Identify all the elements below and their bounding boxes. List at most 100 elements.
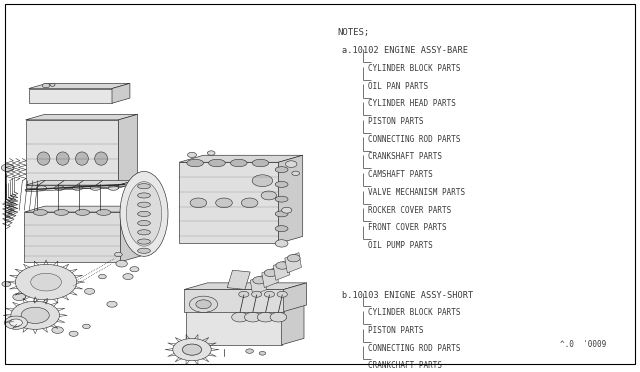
Polygon shape [186,303,304,310]
Ellipse shape [275,182,288,187]
Text: a.10102 ENGINE ASSY-BARE: a.10102 ENGINE ASSY-BARE [342,46,468,55]
Ellipse shape [72,186,83,190]
Ellipse shape [138,184,150,189]
Circle shape [50,83,55,86]
Circle shape [69,331,78,336]
Circle shape [182,344,202,355]
Circle shape [189,296,218,312]
Circle shape [287,254,300,262]
Polygon shape [120,206,141,262]
Circle shape [34,209,40,213]
Ellipse shape [54,209,68,215]
Circle shape [52,327,63,333]
Circle shape [193,308,198,311]
Ellipse shape [252,159,269,167]
Ellipse shape [275,167,288,173]
Circle shape [182,344,202,355]
Polygon shape [262,267,278,288]
Ellipse shape [120,171,168,256]
Circle shape [97,209,104,213]
Circle shape [253,308,259,311]
Ellipse shape [76,152,88,165]
Circle shape [217,308,222,311]
Circle shape [270,312,287,322]
Circle shape [42,83,50,88]
Circle shape [252,175,273,187]
Ellipse shape [37,152,50,165]
Ellipse shape [209,159,225,167]
Circle shape [264,291,275,297]
Text: CONNECTING ROD PARTS: CONNECTING ROD PARTS [368,135,461,144]
Bar [227,270,250,289]
Circle shape [10,319,22,326]
Ellipse shape [138,202,150,207]
Polygon shape [24,212,120,262]
Polygon shape [184,283,307,289]
Circle shape [76,209,83,213]
Circle shape [261,191,276,200]
Ellipse shape [138,248,150,253]
Ellipse shape [230,159,247,167]
Polygon shape [273,260,290,280]
Circle shape [107,301,117,307]
Polygon shape [285,253,301,273]
Circle shape [259,352,266,355]
Polygon shape [186,310,282,345]
Circle shape [173,339,211,361]
Polygon shape [26,185,118,188]
Text: ^.0  '0009: ^.0 '0009 [560,340,606,349]
Polygon shape [26,114,138,120]
Circle shape [23,308,47,322]
Polygon shape [282,303,304,345]
Ellipse shape [138,211,150,217]
Polygon shape [118,180,134,188]
Text: OIL PUMP PARTS: OIL PUMP PARTS [368,241,433,250]
Circle shape [190,198,207,208]
Circle shape [207,151,215,155]
Circle shape [216,198,232,208]
Ellipse shape [95,152,108,165]
Circle shape [84,288,95,294]
Text: OIL PAN PARTS: OIL PAN PARTS [368,81,428,91]
Text: PISTON PARTS: PISTON PARTS [368,326,424,335]
Circle shape [264,269,277,277]
Circle shape [123,274,133,279]
Ellipse shape [138,230,150,235]
Polygon shape [184,289,284,312]
Circle shape [244,312,261,322]
Ellipse shape [108,186,118,190]
Polygon shape [112,83,130,103]
Polygon shape [26,120,118,185]
Ellipse shape [187,159,204,167]
Circle shape [276,262,289,269]
Circle shape [11,301,60,329]
Ellipse shape [138,221,150,226]
Circle shape [13,293,26,301]
Circle shape [253,277,266,284]
Circle shape [241,308,246,311]
Ellipse shape [97,209,111,215]
Text: FRONT COVER PARTS: FRONT COVER PARTS [368,223,447,232]
Circle shape [2,281,11,286]
Circle shape [246,349,253,353]
Circle shape [257,312,274,322]
Circle shape [15,264,77,300]
Circle shape [232,312,248,322]
Text: NOTES;: NOTES; [337,28,369,37]
Circle shape [188,152,196,157]
Circle shape [285,161,297,167]
Text: ROCKER COVER PARTS: ROCKER COVER PARTS [368,206,451,215]
Polygon shape [284,283,307,312]
Ellipse shape [54,186,65,190]
Ellipse shape [138,193,150,198]
Circle shape [241,198,258,208]
Polygon shape [250,275,267,295]
Circle shape [31,273,61,291]
Text: VALVE MECHANISM PARTS: VALVE MECHANISM PARTS [368,188,465,197]
Circle shape [205,308,210,311]
Text: b.10103 ENIGNE ASSY-SHORT: b.10103 ENIGNE ASSY-SHORT [342,291,474,299]
Ellipse shape [56,152,69,165]
Circle shape [229,308,234,311]
Circle shape [266,308,271,311]
Polygon shape [179,155,303,162]
